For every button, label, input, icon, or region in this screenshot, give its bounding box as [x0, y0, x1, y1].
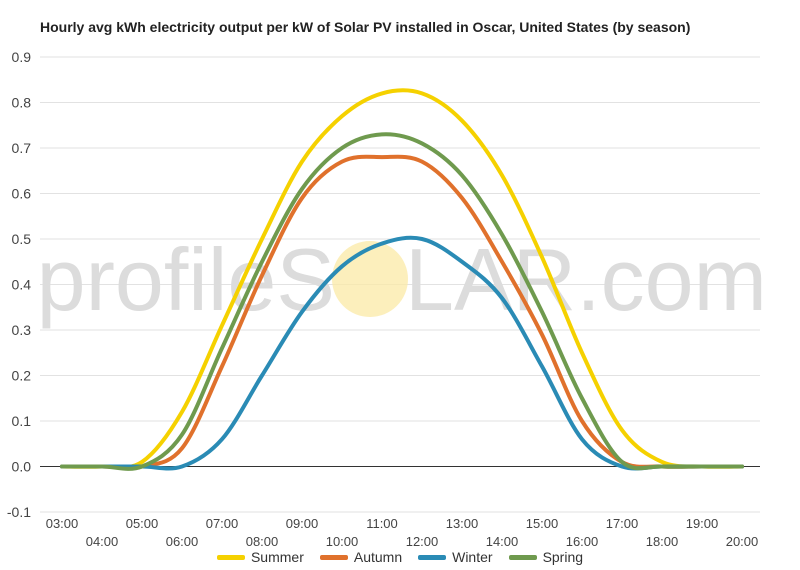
x-tick-label: 07:00 — [206, 516, 239, 531]
legend-swatch — [319, 554, 348, 560]
legend-swatch — [508, 554, 537, 560]
x-tick-label: 03:00 — [46, 516, 79, 531]
legend: Summer Autumn Winter Spring — [0, 549, 800, 565]
y-tick-label: 0.6 — [12, 186, 32, 202]
y-tick-label: 0.7 — [12, 140, 32, 156]
x-tick-label: 19:00 — [686, 516, 719, 531]
series-lines — [60, 88, 744, 471]
series-line-spring — [60, 132, 744, 471]
grid-lines — [40, 56, 760, 513]
y-tick-label: 0.2 — [12, 368, 32, 384]
y-tick-label: 0.3 — [12, 322, 32, 338]
x-tick-label: 20:00 — [726, 534, 759, 549]
y-tick-label: 0.5 — [12, 231, 32, 247]
watermark-text-left: profileS — [37, 230, 335, 329]
y-tick-label: 0.1 — [12, 413, 32, 429]
x-tick-label: 15:00 — [526, 516, 559, 531]
y-tick-label: -0.1 — [7, 504, 31, 520]
x-tick-label: 17:00 — [606, 516, 639, 531]
x-tick-label: 05:00 — [126, 516, 159, 531]
x-tick-label: 12:00 — [406, 534, 439, 549]
legend-item-autumn[interactable]: Autumn — [319, 549, 403, 565]
y-tick-label: 0.0 — [12, 459, 32, 475]
x-tick-label: 06:00 — [166, 534, 199, 549]
legend-label: Summer — [250, 549, 304, 565]
legend-swatch — [418, 554, 447, 560]
legend-item-spring[interactable]: Spring — [508, 549, 584, 565]
legend-label: Autumn — [353, 549, 403, 565]
series-line-winter — [60, 235, 744, 471]
x-tick-label: 11:00 — [366, 516, 398, 531]
legend-item-summer[interactable]: Summer — [216, 549, 304, 565]
legend-label: Winter — [452, 549, 493, 565]
y-tick-label: 0.8 — [12, 95, 32, 111]
y-tick-label: 0.4 — [12, 277, 32, 293]
x-tick-label: 18:00 — [646, 534, 679, 549]
x-tick-label: 08:00 — [246, 534, 279, 549]
chart-title: Hourly avg kWh electricity output per kW… — [40, 19, 691, 35]
x-tick-labels: 03:00 04:00 05:00 06:00 07:00 08:00 09:00 10:00… — [46, 516, 759, 549]
y-tick-label: 0.9 — [12, 49, 32, 65]
series-line-summer — [60, 88, 744, 470]
x-tick-label: 14:00 — [486, 534, 519, 549]
legend-swatch — [216, 554, 245, 560]
watermark-text-right: LAR.com — [405, 230, 767, 329]
watermark: profileS LAR.com — [37, 230, 767, 329]
legend-item-winter[interactable]: Winter — [418, 549, 493, 565]
legend-label: Spring — [542, 549, 584, 565]
x-tick-label: 04:00 — [86, 534, 119, 549]
x-tick-label: 10:00 — [326, 534, 359, 549]
x-tick-label: 13:00 — [446, 516, 479, 531]
x-tick-label: 09:00 — [286, 516, 319, 531]
x-tick-label: 16:00 — [566, 534, 599, 549]
watermark-sun-icon — [332, 241, 408, 317]
y-tick-labels: -0.1 0.0 0.1 0.2 0.3 0.4 0.5 0.6 0.7 0.8 0.9 — [7, 49, 31, 520]
